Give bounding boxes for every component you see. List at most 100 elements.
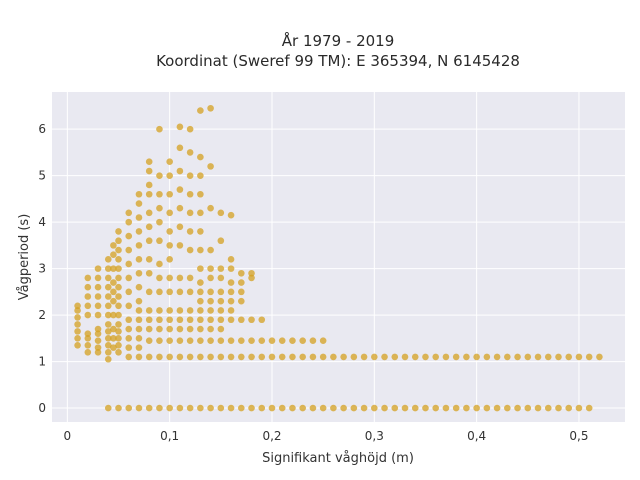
data-point [391, 353, 399, 361]
data-point [514, 353, 521, 361]
data-point [227, 265, 235, 272]
data-point [110, 344, 117, 351]
data-point [145, 337, 153, 344]
data-point [268, 337, 276, 344]
data-point [186, 274, 194, 282]
data-point [110, 242, 117, 249]
data-point [156, 316, 163, 324]
data-point [237, 297, 245, 305]
data-point [156, 218, 163, 226]
data-point [207, 204, 214, 212]
data-point [115, 293, 122, 300]
data-point [94, 283, 102, 291]
y-axis-title: Vågperiod (s) [17, 214, 32, 301]
data-point [166, 353, 173, 361]
data-point [360, 353, 368, 361]
data-point [248, 404, 255, 412]
data-point [217, 316, 225, 324]
data-point [176, 274, 184, 282]
data-point [227, 297, 235, 305]
data-point [94, 325, 102, 333]
data-point [115, 328, 122, 335]
data-point [166, 190, 173, 198]
data-point [248, 269, 255, 277]
data-point [463, 353, 470, 361]
data-point [289, 404, 296, 412]
x-axis-tick-labels: 0 0,1 0,2 0,3 0,4 0,5 [64, 429, 589, 443]
data-point [156, 204, 163, 212]
data-point [94, 311, 102, 319]
data-point [483, 404, 491, 412]
data-point [248, 274, 255, 282]
data-point [110, 335, 117, 342]
data-point [135, 190, 143, 198]
data-point [115, 283, 122, 291]
data-point [217, 209, 225, 217]
data-point [166, 288, 173, 296]
data-point [166, 337, 173, 344]
data-point [94, 330, 102, 337]
data-point [166, 274, 173, 282]
data-point [110, 265, 117, 272]
data-point [84, 293, 92, 300]
data-point [473, 404, 480, 412]
data-point [350, 353, 358, 361]
data-point [156, 288, 163, 296]
data-point [156, 353, 163, 361]
data-point [156, 260, 163, 268]
x-tick-label: 0,5 [569, 429, 588, 443]
data-point [125, 325, 133, 333]
data-point [524, 353, 532, 361]
y-tick-label: 5 [38, 169, 46, 183]
data-point [319, 337, 327, 344]
data-point [197, 316, 204, 324]
data-point [217, 237, 225, 245]
data-point [94, 265, 102, 272]
data-point [115, 256, 122, 263]
data-point [166, 404, 173, 412]
data-point [186, 316, 194, 324]
data-point [135, 283, 143, 291]
data-point [145, 404, 153, 412]
data-point [125, 218, 133, 226]
data-point [166, 307, 173, 314]
data-point [227, 288, 235, 296]
data-point [125, 302, 133, 310]
data-point [176, 307, 184, 314]
data-point [176, 325, 184, 333]
data-point [227, 211, 235, 219]
data-point [84, 311, 92, 319]
data-point [207, 316, 214, 324]
data-point [217, 307, 225, 314]
data-point [186, 353, 194, 361]
data-point [115, 348, 122, 356]
data-point [278, 404, 286, 412]
data-point [237, 288, 245, 296]
data-point [381, 404, 388, 412]
data-point [186, 337, 194, 344]
data-point [186, 149, 194, 156]
data-point [197, 279, 204, 286]
y-tick-label: 0 [38, 401, 46, 415]
data-point [104, 355, 112, 363]
data-point [84, 283, 92, 291]
data-point [227, 279, 235, 286]
data-point [115, 274, 122, 282]
data-point [145, 209, 153, 217]
data-point [176, 167, 184, 175]
data-point [145, 256, 153, 263]
data-point [125, 404, 133, 412]
data-point [135, 297, 143, 305]
data-point [125, 260, 133, 268]
data-point [125, 274, 133, 282]
data-points [74, 104, 603, 412]
data-point [197, 172, 204, 179]
data-point [104, 342, 112, 349]
data-point [268, 353, 276, 361]
x-tick-label: 0,2 [262, 429, 281, 443]
data-point [94, 293, 102, 300]
data-point [125, 232, 133, 240]
data-point [104, 335, 112, 342]
data-point [135, 316, 143, 324]
data-point [422, 404, 429, 412]
